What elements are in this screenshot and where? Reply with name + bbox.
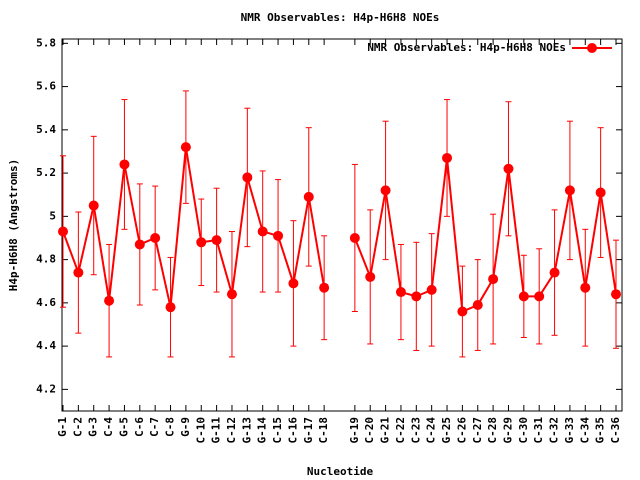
data-point [165, 302, 176, 313]
x-tick-label: G-14 [256, 417, 269, 444]
x-tick-label: C-2 [71, 417, 84, 437]
x-tick-label: G-1 [56, 417, 69, 437]
legend-label: NMR Observables: H4p-H6H8 NOEs [367, 41, 566, 54]
x-tick-label: G-29 [501, 417, 514, 444]
data-point [503, 163, 514, 174]
data-point [150, 232, 161, 243]
x-tick-label: G-33 [563, 417, 576, 444]
data-point [134, 239, 145, 250]
data-point [119, 159, 130, 170]
data-point [457, 306, 468, 317]
x-tick-label: G-11 [210, 417, 223, 444]
data-point [426, 284, 437, 295]
data-point [211, 235, 222, 246]
y-tick-label: 4.4 [36, 339, 56, 352]
x-tick-label: C-12 [225, 417, 238, 444]
data-point [73, 267, 84, 278]
x-tick-label: G-19 [348, 417, 361, 444]
data-point [595, 187, 606, 198]
data-point [380, 185, 391, 196]
y-tick-label: 4.8 [36, 253, 56, 266]
data-point [488, 274, 499, 285]
data-point [395, 287, 406, 298]
data-point [611, 289, 621, 300]
data-point [88, 200, 99, 211]
x-tick-label: C-16 [286, 417, 299, 444]
x-tick-label: C-32 [548, 417, 561, 444]
x-tick-label: C-23 [409, 417, 422, 444]
y-tick-label: 5.8 [36, 36, 56, 49]
x-tick-label: C-30 [517, 417, 530, 444]
data-point [303, 191, 314, 202]
data-point [349, 232, 360, 243]
x-tick-label: C-7 [148, 417, 161, 437]
x-tick-label: C-27 [471, 417, 484, 444]
x-tick-label: C-22 [394, 417, 407, 444]
plot-frame [61, 38, 623, 412]
x-axis-label: Nucleotide [307, 465, 374, 478]
y-axis-label: H4p-H6H8 (Angstroms) [7, 159, 20, 291]
x-tick-label: C-34 [578, 417, 591, 444]
data-point [564, 185, 575, 196]
legend-marker [587, 43, 597, 53]
x-tick-label: C-10 [194, 417, 207, 444]
y-tick-label: 4.6 [36, 296, 56, 309]
data-point [226, 289, 237, 300]
x-tick-label: C-15 [271, 417, 284, 444]
data-point [411, 291, 422, 302]
x-tick-label: C-4 [102, 417, 115, 437]
y-tick-label: 5 [49, 209, 56, 222]
data-line [353, 157, 617, 313]
x-tick-label: C-36 [609, 417, 622, 444]
data-point [472, 300, 483, 311]
data-point [580, 282, 591, 293]
data-point [196, 237, 207, 248]
x-tick-label: G-13 [240, 417, 253, 444]
data-point [104, 295, 115, 306]
data-point [58, 226, 68, 237]
chart-title: NMR Observables: H4p-H6H8 NOEs [241, 11, 440, 24]
data-point [180, 142, 191, 153]
data-point [518, 291, 529, 302]
data-line [62, 146, 326, 308]
x-tick-label: C-26 [455, 417, 468, 444]
x-tick-label: C-31 [532, 417, 545, 444]
x-tick-label: C-28 [486, 417, 499, 444]
x-tick-label: G-17 [302, 417, 315, 444]
data-point [549, 267, 560, 278]
y-tick-label: 5.4 [36, 123, 56, 136]
data-point [319, 282, 330, 293]
x-tick-label: C-24 [425, 417, 438, 444]
x-tick-label: G-35 [594, 417, 607, 444]
data-point [288, 278, 299, 289]
data-point [273, 230, 284, 241]
data-point [534, 291, 545, 302]
x-tick-label: G-21 [379, 417, 392, 444]
x-tick-label: G-5 [117, 417, 130, 437]
x-tick-label: C-18 [317, 417, 330, 444]
x-tick-label: C-8 [164, 417, 177, 437]
x-tick-label: G-25 [440, 417, 453, 444]
y-tick-label: 5.6 [36, 80, 56, 93]
x-tick-label: G-9 [179, 417, 192, 437]
x-tick-label: C-20 [363, 417, 376, 444]
data-point [257, 226, 268, 237]
data-point [442, 152, 453, 163]
x-tick-label: G-3 [87, 417, 100, 437]
y-tick-label: 4.2 [36, 382, 56, 395]
x-tick-label: C-6 [133, 417, 146, 437]
data-point [365, 271, 376, 282]
y-tick-label: 5.2 [36, 166, 56, 179]
data-point [242, 172, 253, 183]
